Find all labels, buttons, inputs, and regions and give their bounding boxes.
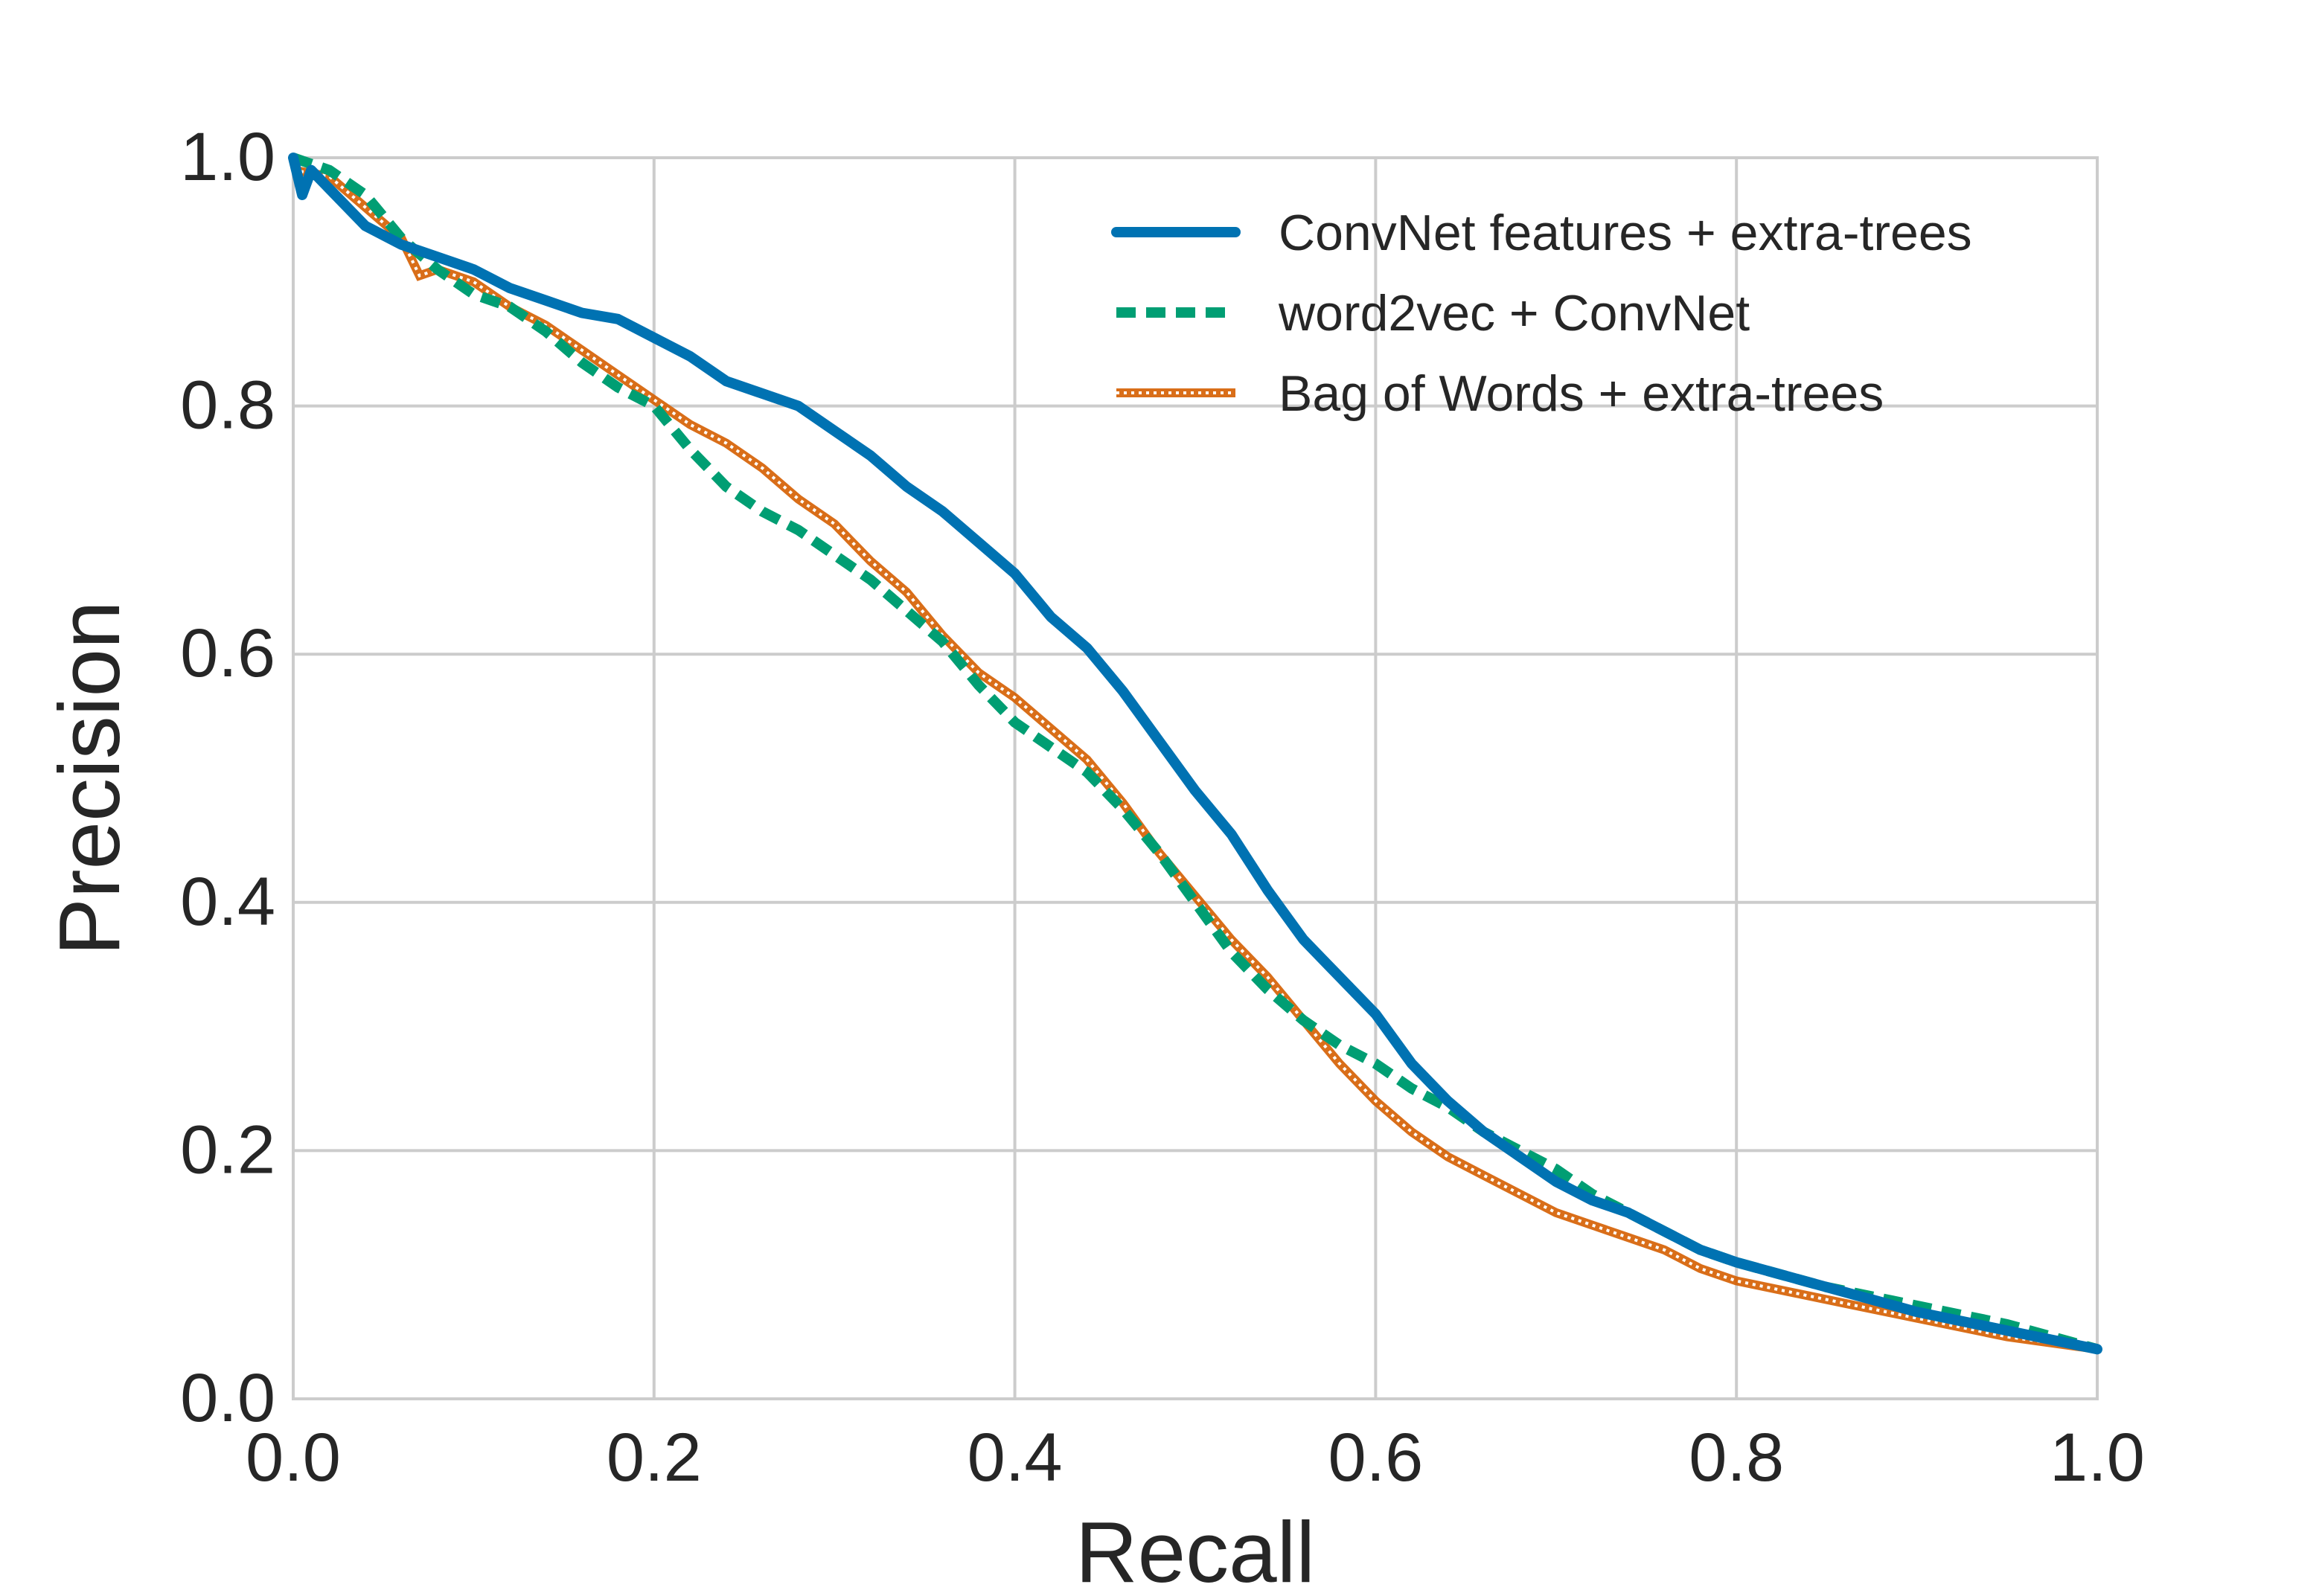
y-tick-label: 1.0 — [180, 119, 275, 195]
legend: ConvNet features + extra-trees word2vec +… — [1111, 205, 1972, 422]
x-tick-label: 0.4 — [968, 1420, 1063, 1496]
x-axis-label: Recall — [1075, 1504, 1315, 1596]
x-tick-label: 1.0 — [2050, 1420, 2145, 1496]
y-tick-label: 0.2 — [180, 1112, 275, 1188]
series-line-bag-of-words-extra-trees — [292, 165, 2098, 1354]
x-tick-label: 0.2 — [607, 1420, 702, 1496]
legend-label-word2vec-convnet: word2vec + ConvNet — [1278, 285, 1750, 342]
y-tick-labels: 0.0 0.2 0.4 0.6 0.8 1.0 — [180, 119, 275, 1436]
y-axis-label: Precision — [41, 600, 138, 955]
y-tick-label: 0.0 — [180, 1360, 275, 1436]
y-tick-label: 0.8 — [180, 368, 275, 443]
plot-frame — [292, 156, 2099, 1400]
x-tick-labels: 0.0 0.2 0.4 0.6 0.8 1.0 — [246, 1420, 2145, 1496]
y-tick-label: 0.4 — [180, 864, 275, 940]
legend-label-bag-of-words-extra-trees: Bag of Words + extra-trees — [1279, 365, 1884, 422]
y-tick-label: 0.6 — [180, 615, 275, 691]
x-tick-label: 0.6 — [1328, 1420, 1423, 1496]
legend-label-convnet-features-extra-trees: ConvNet features + extra-trees — [1279, 205, 1972, 261]
series-line-convnet-features-extra-trees — [288, 153, 2102, 1355]
series-layer — [288, 153, 2102, 1355]
x-tick-label: 0.8 — [1689, 1420, 1784, 1496]
x-tick-label: 0.0 — [246, 1420, 341, 1496]
